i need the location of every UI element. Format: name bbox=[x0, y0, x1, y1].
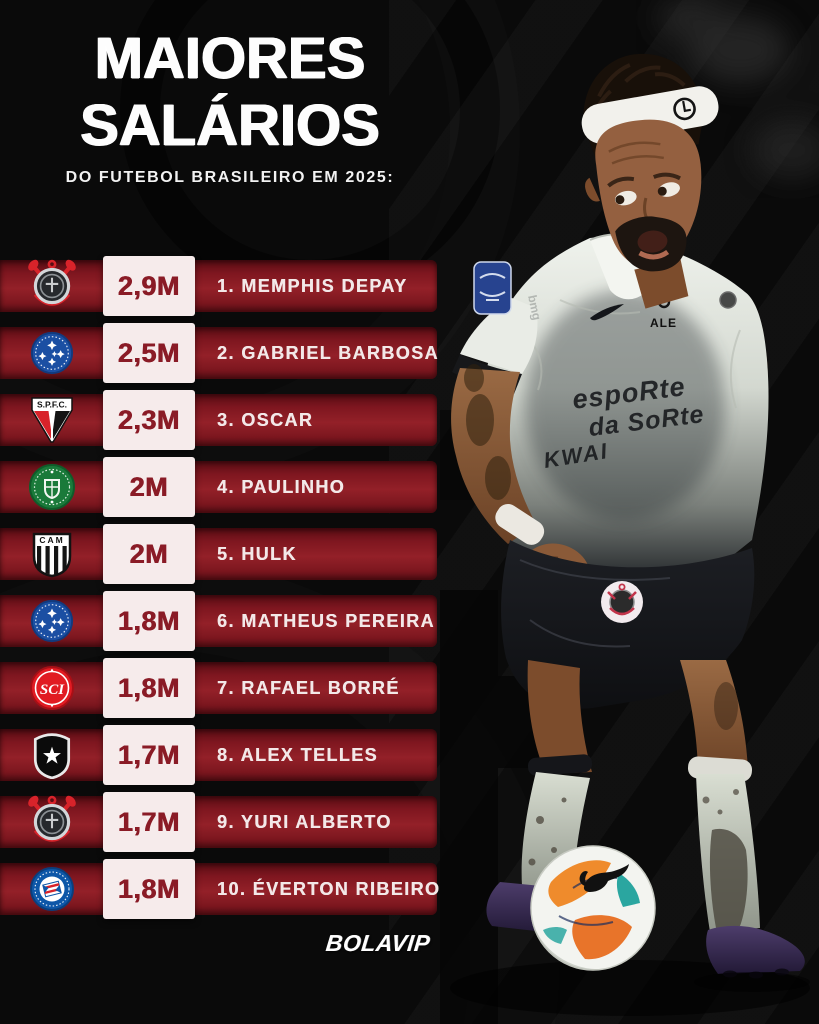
player-name: 9. YURI ALBERTO bbox=[217, 811, 392, 832]
player-photo: bmg ALE espoRte da SoRte bbox=[440, 0, 819, 1024]
salary-box: 1,7M bbox=[103, 725, 195, 785]
ranking-row-5: CAM 2M 5. HULK bbox=[0, 524, 437, 584]
row-bar bbox=[0, 729, 437, 781]
row-bar bbox=[0, 595, 437, 647]
salary-value: 2M bbox=[129, 538, 169, 569]
ranking-row-2: 2,5M 2. GABRIEL BARBOSA bbox=[0, 323, 439, 383]
player-name: 1. MEMPHIS DEPAY bbox=[217, 275, 408, 296]
salary-box: 2,3M bbox=[103, 390, 195, 450]
puma-ball-icon bbox=[530, 845, 656, 971]
salary-value: 1,8M bbox=[117, 605, 181, 636]
bahia-crest-icon bbox=[0, 863, 103, 915]
page-title-line2: SALÁRIOS bbox=[80, 93, 380, 158]
ranking-row-6: 1,8M 6. MATHEUS PEREIRA bbox=[0, 591, 437, 651]
botafogo-crest-icon bbox=[0, 729, 103, 781]
salary-value: 2,3M bbox=[117, 404, 181, 435]
player-name: 3. OSCAR bbox=[217, 409, 314, 430]
salary-box: 2,5M bbox=[103, 323, 195, 383]
svg-text:CAM: CAM bbox=[39, 535, 64, 545]
cruzeiro-crest-icon bbox=[0, 327, 103, 379]
salary-box: 2,9M bbox=[103, 256, 195, 316]
atletico-mg-crest-icon: CAM bbox=[0, 528, 103, 580]
player-name: 6. MATHEUS PEREIRA bbox=[217, 610, 435, 631]
ranking-row-8: 1,7M 8. ALEX TELLES bbox=[0, 725, 437, 785]
ranking-row-4: 2M 4. PAULINHO bbox=[0, 457, 437, 517]
ranking-row-3: S.P.F.C. 2,3M 3. OSCAR bbox=[0, 390, 437, 450]
cruzeiro-crest-icon bbox=[0, 595, 103, 647]
ranking-row-1: 2,9M 1. MEMPHIS DEPAY bbox=[0, 256, 437, 316]
ranking-row-9: 1,7M 9. YURI ALBERTO bbox=[0, 792, 437, 852]
player-name: 8. ALEX TELLES bbox=[217, 744, 378, 765]
salary-box: 1,8M bbox=[103, 591, 195, 651]
player-name: 10. ÉVERTON RIBEIRO bbox=[217, 878, 441, 899]
salary-value: 1,7M bbox=[117, 739, 181, 770]
page-title-line1: MAIORES bbox=[94, 26, 366, 91]
salary-box: 1,7M bbox=[103, 792, 195, 852]
salary-box: 2M bbox=[103, 524, 195, 584]
salary-value: 1,8M bbox=[117, 672, 181, 703]
player-name: 4. PAULINHO bbox=[217, 476, 346, 497]
salary-value: 1,7M bbox=[117, 806, 181, 837]
ranking-row-10: 1,8M 10. ÉVERTON RIBEIRO bbox=[0, 859, 441, 919]
svg-text:bmg: bmg bbox=[525, 294, 544, 322]
page-subtitle: DO FUTEBOL BRASILEIRO EM 2025: bbox=[65, 169, 395, 186]
salary-value: 2,5M bbox=[117, 337, 181, 368]
corinthians-crest-icon bbox=[0, 795, 103, 848]
player-name: 2. GABRIEL BARBOSA bbox=[217, 342, 439, 363]
salary-ranking-list: 2,9M 1. MEMPHIS DEPAY 2,5M bbox=[0, 256, 441, 930]
salary-value: 2,9M bbox=[117, 270, 181, 301]
salary-box: 2M bbox=[103, 457, 195, 517]
svg-text:S.P.F.C.: S.P.F.C. bbox=[36, 400, 66, 410]
corinthians-crest-icon bbox=[0, 259, 103, 312]
sao-paulo-crest-icon: S.P.F.C. bbox=[0, 394, 103, 446]
row-bar bbox=[0, 528, 437, 580]
salary-box: 1,8M bbox=[103, 859, 195, 919]
row-bar bbox=[0, 394, 437, 446]
row-bar bbox=[0, 327, 437, 379]
palmeiras-crest-icon bbox=[0, 461, 103, 513]
salary-value: 1,8M bbox=[117, 873, 181, 904]
svg-text:SCI: SCI bbox=[39, 682, 64, 698]
player-name: 7. RAFAEL BORRÉ bbox=[217, 677, 400, 698]
internacional-crest-icon: SCI bbox=[0, 662, 103, 714]
svg-text:ALE: ALE bbox=[650, 316, 677, 330]
salary-box: 1,8M bbox=[103, 658, 195, 718]
ranking-row-7: SCI 1,8M 7. RAFAEL BORRÉ bbox=[0, 658, 437, 718]
player-name: 5. HULK bbox=[217, 543, 297, 564]
salary-value: 2M bbox=[129, 471, 169, 502]
bolavip-logo: BOLAVIP bbox=[324, 930, 432, 956]
